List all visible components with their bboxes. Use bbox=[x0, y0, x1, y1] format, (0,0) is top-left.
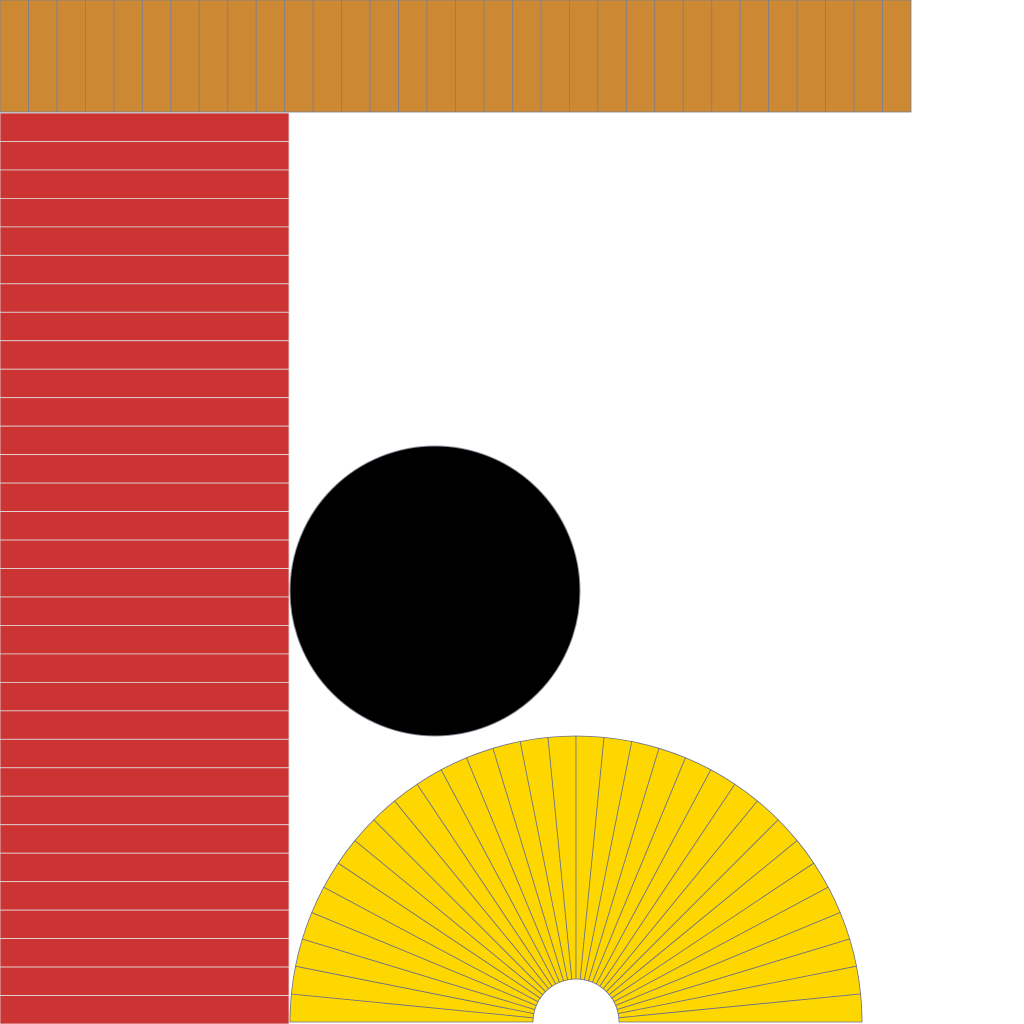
left-column-segment bbox=[0, 141, 289, 169]
left-column-segment bbox=[0, 711, 289, 739]
top-bar-segment bbox=[256, 0, 284, 112]
top-bar-segment bbox=[826, 0, 854, 112]
top-bar-segment bbox=[598, 0, 626, 112]
top-bar-segment bbox=[427, 0, 455, 112]
top-bar-segment bbox=[57, 0, 85, 112]
top-bar-segment bbox=[28, 0, 56, 112]
left-column-segment bbox=[0, 170, 289, 198]
top-bar-segment bbox=[655, 0, 683, 112]
top-bar-segment bbox=[541, 0, 569, 112]
left-column-segment bbox=[0, 113, 289, 141]
left-column-segment bbox=[0, 255, 289, 283]
left-column-segment bbox=[0, 369, 289, 397]
left-column-segment bbox=[0, 597, 289, 625]
top-bar-segment bbox=[769, 0, 797, 112]
top-bar-segment bbox=[626, 0, 654, 112]
left-column-segment bbox=[0, 227, 289, 255]
top-bar-segment bbox=[512, 0, 540, 112]
left-column-segment bbox=[0, 882, 289, 910]
left-column-segment bbox=[0, 654, 289, 682]
top-bar-segment bbox=[569, 0, 597, 112]
left-column-segment bbox=[0, 483, 289, 511]
top-bar-segment bbox=[399, 0, 427, 112]
top-bar-segment bbox=[228, 0, 256, 112]
top-bar-segment bbox=[797, 0, 825, 112]
left-column-segment bbox=[0, 512, 289, 540]
top-bar-segment bbox=[456, 0, 484, 112]
top-bar-segment bbox=[854, 0, 882, 112]
left-column-segment bbox=[0, 625, 289, 653]
left-column-segment bbox=[0, 540, 289, 568]
left-column-segment bbox=[0, 996, 289, 1024]
left-column-segment bbox=[0, 825, 289, 853]
top-bar-segment bbox=[171, 0, 199, 112]
top-bar-segment bbox=[370, 0, 398, 112]
top-bar-segment bbox=[85, 0, 113, 112]
left-column-segment bbox=[0, 455, 289, 483]
top-bar-segment bbox=[712, 0, 740, 112]
left-column-segment bbox=[0, 853, 289, 881]
top-bar-segment bbox=[199, 0, 227, 112]
left-column-segment bbox=[0, 939, 289, 967]
left-column-segment bbox=[0, 739, 289, 767]
left-column-segment bbox=[0, 284, 289, 312]
left-column-segment bbox=[0, 768, 289, 796]
left-column-segment bbox=[0, 967, 289, 995]
top-bar-segment bbox=[0, 0, 28, 112]
left-column-segment bbox=[0, 796, 289, 824]
top-bar-segment bbox=[484, 0, 512, 112]
top-bar-segment bbox=[313, 0, 341, 112]
left-column-segment bbox=[0, 398, 289, 426]
black-circle bbox=[290, 446, 580, 736]
top-bar-segment bbox=[285, 0, 313, 112]
left-column-segment bbox=[0, 198, 289, 226]
top-bar-segment bbox=[114, 0, 142, 112]
top-bar-segment bbox=[740, 0, 768, 112]
left-column-segment bbox=[0, 426, 289, 454]
left-column-segment bbox=[0, 569, 289, 597]
top-bar-segment bbox=[683, 0, 711, 112]
left-striped-column bbox=[0, 113, 289, 1024]
left-column-segment bbox=[0, 341, 289, 369]
top-striped-bar bbox=[0, 0, 911, 112]
left-column-segment bbox=[0, 682, 289, 710]
top-bar-segment bbox=[883, 0, 911, 112]
top-bar-segment bbox=[342, 0, 370, 112]
top-bar-segment bbox=[142, 0, 170, 112]
left-column-segment bbox=[0, 312, 289, 340]
left-column-segment bbox=[0, 910, 289, 938]
